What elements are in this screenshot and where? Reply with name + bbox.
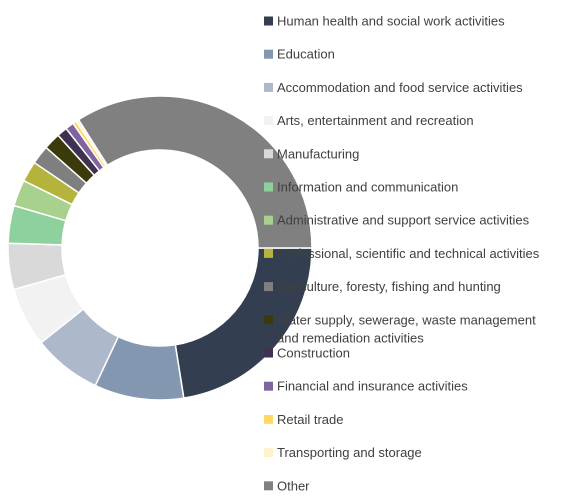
legend-item: Financial and insurance activities <box>264 379 468 394</box>
legend-swatch <box>264 149 273 159</box>
legend-swatch <box>264 116 273 126</box>
legend-label: Other <box>277 478 310 493</box>
donut-slices <box>7 95 313 401</box>
legend-item: Manufacturing <box>264 146 359 161</box>
legend-label: Accommodation and food service activitie… <box>277 80 523 95</box>
legend-swatch <box>264 282 273 292</box>
legend-item: Transporting and storage <box>264 445 422 460</box>
legend-label: Water supply, sewerage, waste management… <box>277 312 536 345</box>
legend-label: Retail trade <box>277 412 343 427</box>
legend-item: Human health and social work activities <box>264 14 505 29</box>
legend-swatch <box>264 182 273 192</box>
legend-swatch <box>264 82 273 92</box>
legend-swatch <box>264 448 273 458</box>
legend-item: Professional, scientific and technical a… <box>264 246 540 261</box>
legend-label: Human health and social work activities <box>277 14 505 29</box>
legend-label: Arts, entertainment and recreation <box>277 113 474 128</box>
legend-swatch <box>264 315 273 325</box>
legend-swatch <box>264 16 273 26</box>
legend-item: Administrative and support service activ… <box>264 213 530 228</box>
slice-other <box>77 95 313 249</box>
legend-item: Education <box>264 47 335 62</box>
legend-swatch <box>264 248 273 258</box>
legend-label: Administrative and support service activ… <box>277 213 530 228</box>
legend-item: Information and communication <box>264 180 458 195</box>
legend-item: Other <box>264 478 310 493</box>
legend-item: Construction <box>264 346 350 361</box>
legend-label: Professional, scientific and technical a… <box>277 246 540 261</box>
legend-swatch <box>264 49 273 59</box>
legend-item: Arts, entertainment and recreation <box>264 113 474 128</box>
legend-swatch <box>264 215 273 225</box>
legend-label: Financial and insurance activities <box>277 379 468 394</box>
legend-swatch <box>264 348 273 358</box>
legend-label: Information and communication <box>277 180 458 195</box>
legend-item: Retail trade <box>264 412 343 427</box>
legend-label: Education <box>277 47 335 62</box>
legend-label: Manufacturing <box>277 146 359 161</box>
legend-swatch <box>264 481 273 491</box>
legend-label: Transporting and storage <box>277 445 422 460</box>
legend-item: Accommodation and food service activitie… <box>264 80 523 95</box>
legend: Human health and social work activities E… <box>264 14 540 493</box>
legend-swatch <box>264 381 273 391</box>
legend-swatch <box>264 414 273 424</box>
legend-item: Agriculture, foresty, fishing and huntin… <box>264 279 501 294</box>
legend-item: Water supply, sewerage, waste management… <box>264 312 536 345</box>
legend-label: Construction <box>277 346 350 361</box>
legend-label: Agriculture, foresty, fishing and huntin… <box>277 279 501 294</box>
